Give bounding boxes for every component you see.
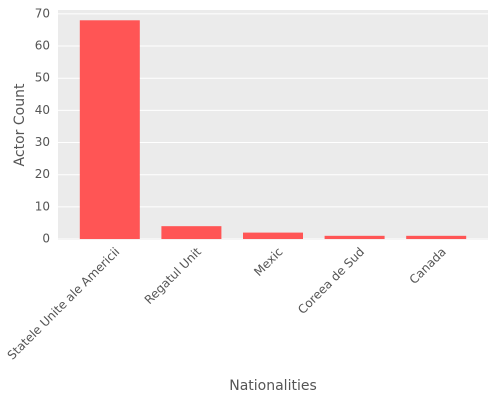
bar — [324, 235, 385, 240]
y-tick-label: 40 — [35, 103, 50, 117]
bar — [161, 226, 222, 240]
y-tick-label: 20 — [35, 167, 50, 181]
x-tick-label: Mexic — [251, 245, 285, 279]
x-tick-label: Regatul Unit — [142, 244, 204, 306]
y-tick-label: 70 — [35, 6, 50, 20]
y-axis-title: Actor Count — [12, 83, 28, 166]
y-tick-label: 0 — [42, 232, 50, 246]
y-tick-label: 50 — [35, 71, 50, 85]
bar — [406, 235, 467, 240]
x-tick-label: Canada — [407, 245, 449, 287]
x-tick-label: Coreea de Sud — [295, 245, 367, 317]
x-tick-label: Statele Unite ale Americii — [5, 245, 123, 363]
x-axis-title: Nationalities — [229, 378, 317, 394]
y-tick-label: 60 — [35, 39, 50, 53]
y-tick-label: 10 — [35, 199, 50, 213]
y-tick-label: 30 — [35, 135, 50, 149]
bar — [79, 20, 140, 240]
bar — [243, 232, 303, 240]
